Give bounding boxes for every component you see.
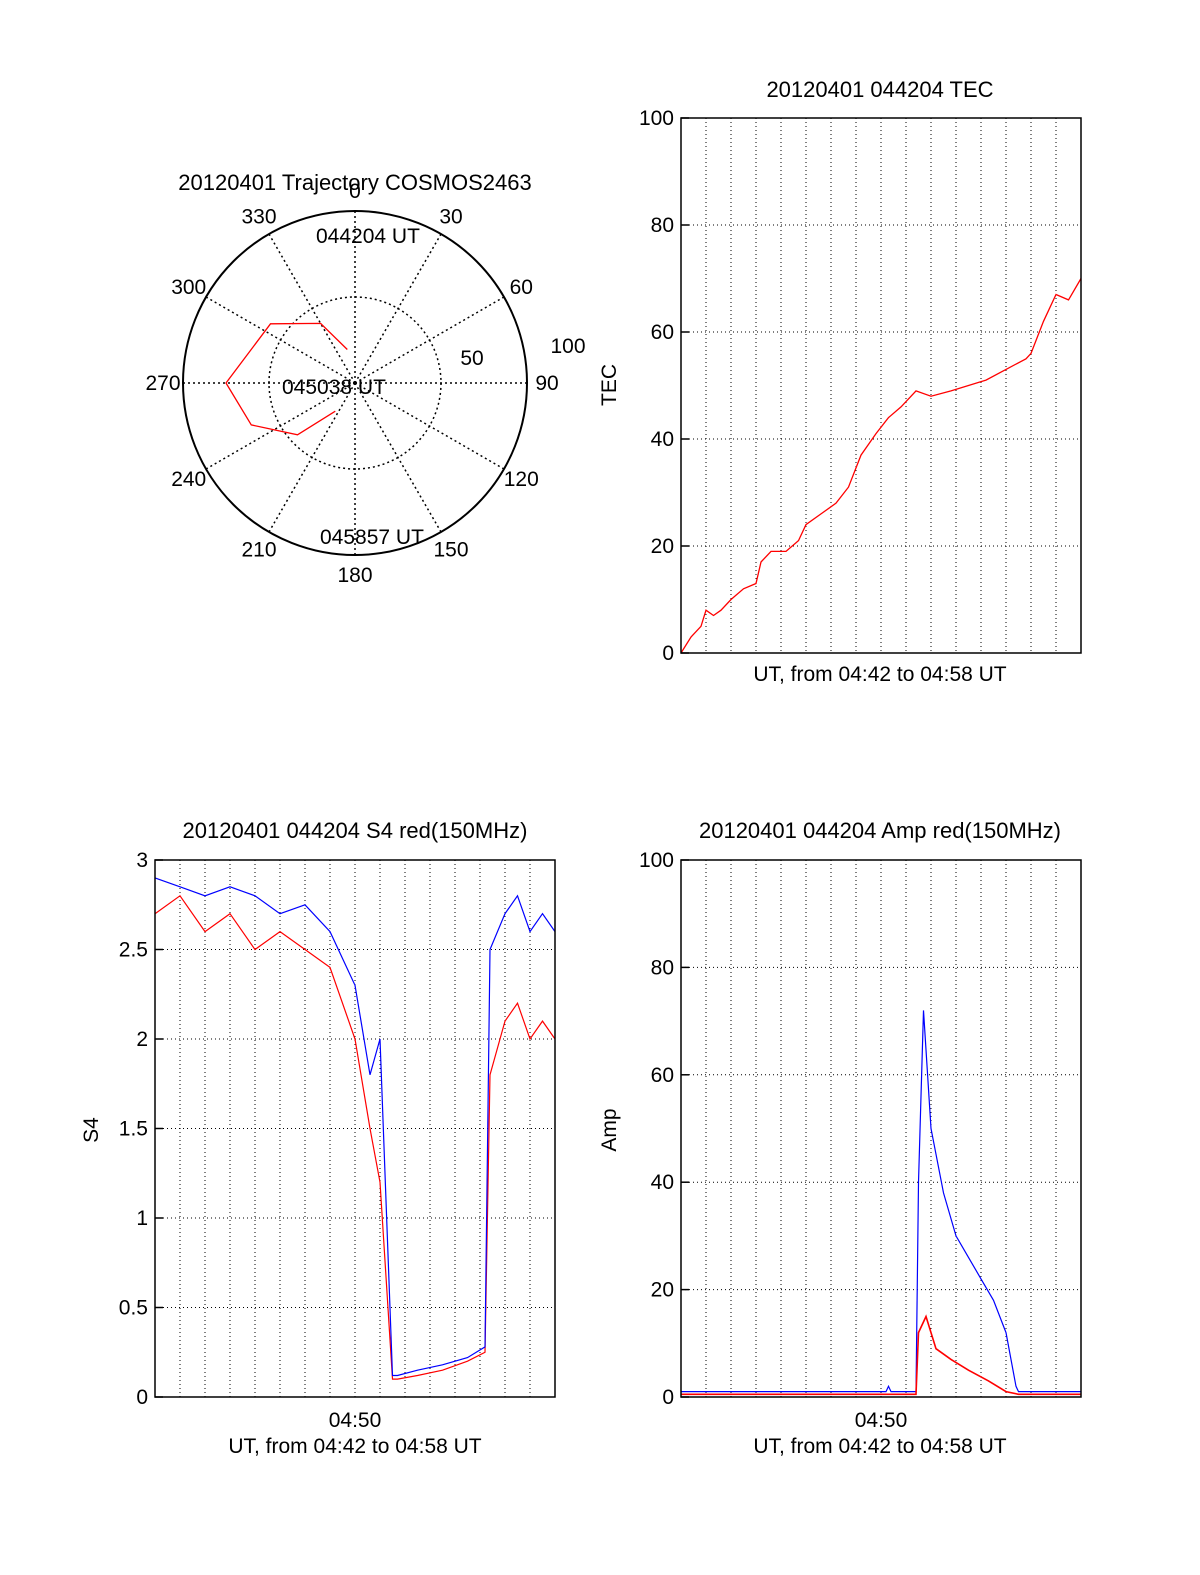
polar-spoke	[354, 382, 442, 533]
polar-angle-label: 120	[504, 468, 539, 491]
s4-x-tick-label: 04:50	[329, 1409, 382, 1432]
y-tick-label: 0.5	[119, 1297, 148, 1320]
tec-y-ticks: 0 20 40 60 80 100	[639, 107, 689, 665]
y-tick-label: 1.5	[119, 1118, 148, 1141]
polar-spoke	[205, 296, 356, 384]
amp-grid	[681, 860, 1081, 1397]
polar-spokes	[183, 211, 527, 555]
tec-title: 20120401 044204 TEC	[766, 77, 993, 102]
s4-red-series-line	[154, 894, 556, 1380]
y-tick-label: 2	[136, 1028, 148, 1051]
y-tick-label: 0	[662, 1386, 674, 1409]
trajectory-start-label: 044204 UT	[316, 225, 420, 248]
s4-xlabel: UT, from 04:42 to 04:58 UT	[228, 1435, 481, 1458]
polar-title: 20120401 Trajectory COSMOS2463	[178, 170, 531, 195]
polar-angle-label: 330	[241, 206, 276, 229]
polar-spoke	[268, 382, 356, 533]
y-tick-label: 1	[136, 1207, 148, 1230]
amp-title: 20120401 044204 Amp red(150MHz)	[699, 818, 1061, 843]
y-tick-label: 40	[651, 1171, 674, 1194]
tec-series-line	[680, 278, 1082, 654]
polar-trajectory-panel: 20120401 Trajectory COSMOS2463 0 30 60 90 12…	[145, 170, 585, 587]
s4-panel: 20120401 044204 S4 red(150MHz) 0 0.5 1 1.5 2…	[80, 818, 556, 1458]
y-tick-label: 20	[651, 535, 674, 558]
polar-angle-label: 210	[241, 538, 276, 561]
polar-angle-labels: 0 30 60 90 120 150 180 210 240 270 300 330	[145, 180, 558, 587]
y-tick-label: 80	[651, 214, 674, 237]
polar-spoke	[354, 382, 505, 470]
polar-angle-label: 150	[433, 538, 468, 561]
trajectory-track	[225, 322, 348, 436]
polar-angle-label: 90	[535, 372, 558, 395]
s4-y-ticks: 0 0.5 1 1.5 2 2.5 3	[119, 849, 163, 1409]
y-tick-label: 0	[136, 1386, 148, 1409]
polar-radial-label-50: 50	[460, 347, 483, 370]
amp-blue-series-line	[681, 1010, 1081, 1393]
s4-blue-series-line	[154, 877, 556, 1377]
y-tick-label: 100	[639, 849, 674, 872]
y-tick-label: 40	[651, 428, 674, 451]
polar-radial-label-100: 100	[550, 335, 585, 358]
y-tick-label: 2.5	[119, 939, 148, 962]
polar-angle-label: 300	[171, 276, 206, 299]
y-tick-label: 100	[639, 107, 674, 130]
tec-grid	[681, 118, 1081, 653]
polar-angle-label: 30	[439, 206, 462, 229]
polar-angle-label: 270	[145, 372, 180, 395]
tec-xlabel: UT, from 04:42 to 04:58 UT	[753, 663, 1006, 686]
tec-plot-frame	[680, 117, 1082, 654]
amp-red-series-line	[681, 1314, 1081, 1396]
polar-angle-label: 60	[510, 276, 533, 299]
y-tick-label: 60	[651, 1064, 674, 1087]
y-tick-label: 20	[651, 1279, 674, 1302]
amp-y-ticks: 0 20 40 60 80 100	[639, 849, 689, 1409]
trajectory-mid-label: 045038 UT	[282, 376, 386, 399]
s4-title: 20120401 044204 S4 red(150MHz)	[183, 818, 528, 843]
s4-ylabel: S4	[80, 1117, 103, 1143]
tec-ylabel: TEC	[598, 364, 621, 406]
amp-plot-frame	[680, 859, 1082, 1398]
trajectory-end-label: 045857 UT	[320, 526, 424, 549]
polar-angle-label: 180	[337, 564, 372, 587]
polar-spoke	[205, 382, 356, 470]
polar-angle-label: 240	[171, 468, 206, 491]
s4-grid	[155, 860, 555, 1397]
y-tick-label: 0	[662, 642, 674, 665]
polar-spoke	[268, 233, 356, 384]
amp-x-tick-label: 04:50	[855, 1409, 908, 1432]
polar-angle-label: 0	[349, 180, 361, 203]
y-tick-label: 60	[651, 321, 674, 344]
amp-xlabel: UT, from 04:42 to 04:58 UT	[753, 1435, 1006, 1458]
polar-spoke	[354, 296, 505, 384]
polar-spoke	[354, 233, 442, 384]
y-tick-label: 3	[136, 849, 148, 872]
amp-ylabel: Amp	[598, 1108, 621, 1151]
y-tick-label: 80	[651, 956, 674, 979]
amp-panel: 20120401 044204 Amp red(150MHz) 0 20 40 60 8…	[598, 818, 1082, 1458]
tec-panel: 20120401 044204 TEC 0 20 40 60 80 100 TEC UT,…	[598, 77, 1082, 686]
